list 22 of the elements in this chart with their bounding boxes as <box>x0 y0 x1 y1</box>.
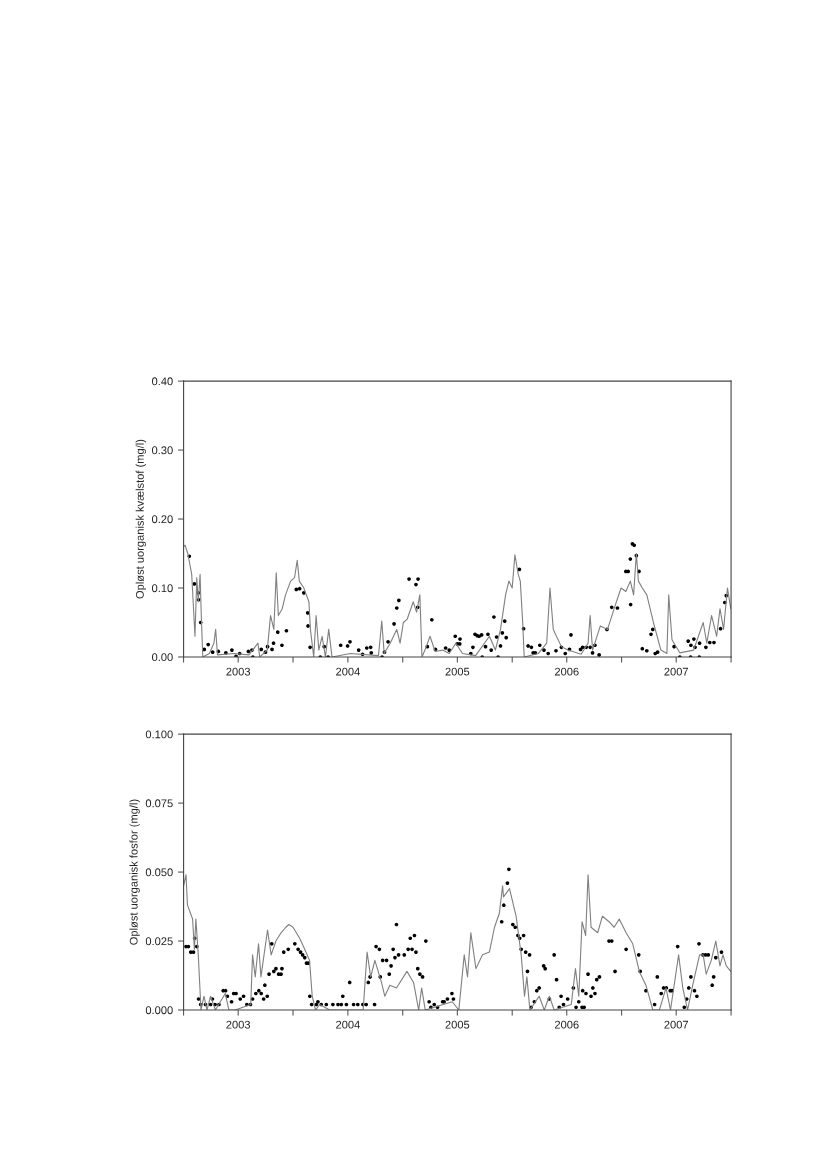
y-tick-label: 0.10 <box>151 584 173 593</box>
y-axis-title: Opløst uorganisk kvælstof (mg/l) <box>135 439 146 599</box>
x-tick-label: 2005 <box>445 667 470 676</box>
y-tick-label: 0.20 <box>151 515 173 524</box>
x-tick-label: 2003 <box>226 1020 251 1029</box>
x-tick-label: 2007 <box>664 667 688 676</box>
x-tick-label: 2006 <box>554 667 579 676</box>
y-tick-label: 0.025 <box>145 937 173 946</box>
x-tick-label: 2003 <box>226 667 251 676</box>
x-tick-label: 2005 <box>445 1020 470 1029</box>
y-tick-label: 0.000 <box>145 1006 173 1015</box>
x-tick-label: 2004 <box>336 1020 360 1029</box>
x-tick-label: 2007 <box>664 1020 688 1029</box>
x-tick-label: 2004 <box>336 667 360 676</box>
y-tick-label: 0.00 <box>151 653 173 662</box>
y-tick-label: 0.30 <box>151 446 173 455</box>
y-tick-label: 0.050 <box>145 868 173 877</box>
y-axis-title: Opløst uorganisk fosfor (mg/l) <box>129 799 140 945</box>
y-tick-label: 0.40 <box>151 377 173 386</box>
y-tick-label: 0.100 <box>145 730 173 739</box>
y-tick-label: 0.075 <box>145 799 173 808</box>
x-tick-label: 2006 <box>554 1020 579 1029</box>
